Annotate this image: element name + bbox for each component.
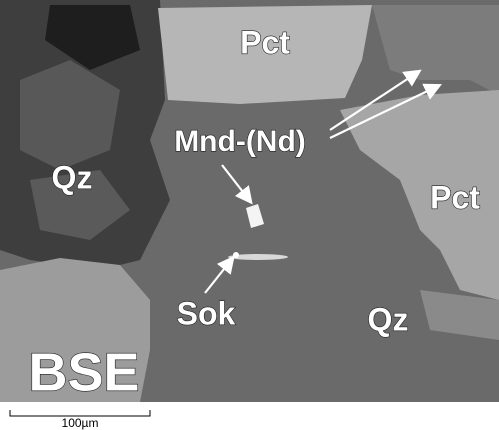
mineral-label: Pct: [240, 24, 290, 60]
mineral-label: Sok: [177, 295, 236, 331]
page: {"labels": ["Pct", "Mnd-(Nd)", "Qz", "Pc…: [0, 0, 499, 430]
sok-spot: [233, 252, 239, 258]
scale-bar: [10, 410, 150, 416]
mode-label: BSE: [28, 342, 139, 402]
mineral-label: Qz: [368, 301, 409, 337]
mineral-label: Pct: [430, 179, 480, 215]
mineral-label: Qz: [52, 159, 93, 195]
micrograph: Pct Mnd-(Nd) Qz Pct Sok Qz BSE 100µm: [0, 0, 499, 430]
scale-label: 100µm: [62, 416, 99, 430]
mineral-label: Mnd-(Nd): [174, 125, 306, 158]
